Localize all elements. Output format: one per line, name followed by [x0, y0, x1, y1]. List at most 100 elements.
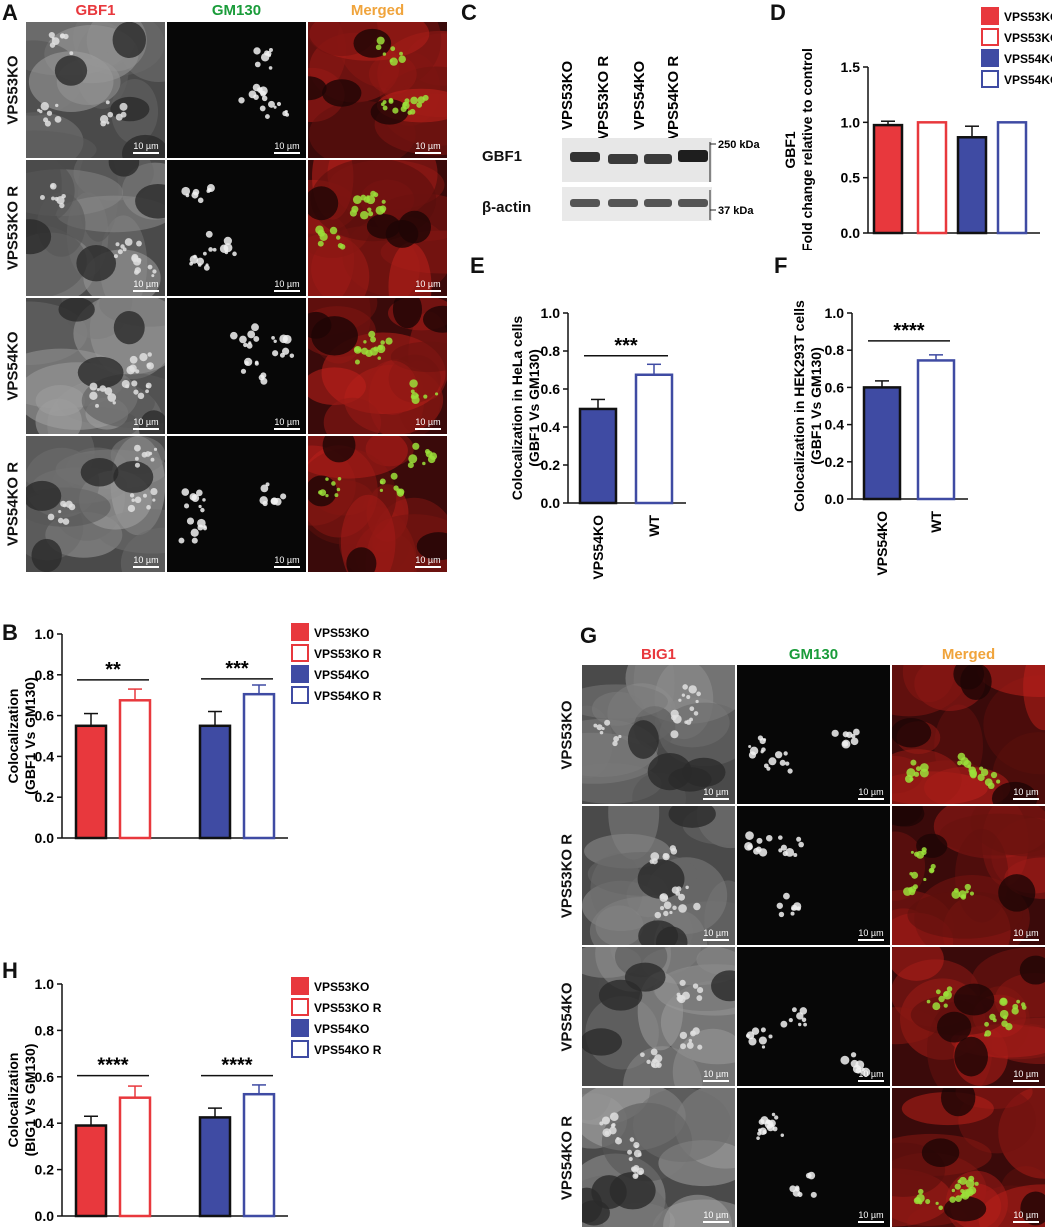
scale-bar: 10 µm: [858, 787, 884, 800]
row-label: VPS54KO: [558, 981, 576, 1052]
western-blot-svg: VPS53KO VPS53KO R VPS54KO VPS54KO R 250 …: [559, 56, 760, 221]
legend-label: VPS54KO R: [314, 1043, 382, 1057]
y-axis-label: Colocalization: [5, 1053, 21, 1148]
row-label: VPS54KO: [4, 331, 22, 401]
bar: [242, 692, 276, 840]
micrograph-image: 10 µm: [308, 160, 447, 296]
micrograph-image: 10 µm: [167, 298, 306, 434]
micrograph-texture: [167, 298, 306, 434]
micrograph-image: 10 µm: [308, 436, 447, 572]
legend-label: VPS53KO R: [314, 1001, 382, 1015]
micrograph-image: 10 µm: [26, 436, 165, 572]
micrograph-image: 10 µm: [26, 22, 165, 158]
bar: [996, 121, 1028, 235]
panel-letter-h: H: [2, 958, 18, 983]
channel-label: GM130: [788, 646, 839, 663]
y-axis-label: Colocalization in HeLa cells: [509, 316, 525, 501]
scale-bar: 10 µm: [415, 555, 441, 568]
legend-label: VPS53KO: [314, 980, 369, 994]
legend-swatch: [981, 70, 999, 88]
legend-swatch: [981, 7, 999, 25]
legend-swatch: [291, 977, 309, 995]
legend-label: VPS53KO: [314, 626, 369, 640]
micrograph-image: 10 µm: [892, 1088, 1045, 1227]
scale-bar: 10 µm: [703, 1069, 729, 1082]
y-tick-label: 0.6: [825, 379, 845, 395]
legend-swatch: [291, 665, 309, 683]
marker-250-label: 250 kDa: [718, 139, 760, 151]
y-axis-label: Colocalization in HEK293T cells: [791, 300, 807, 512]
panel-letter-g: G: [580, 623, 598, 648]
micrograph-texture: [308, 436, 447, 572]
bar: [118, 1096, 152, 1218]
scale-bar: 10 µm: [415, 141, 441, 154]
y-tick-label: 0.0: [841, 225, 861, 241]
legend-label: VPS53KO R: [314, 647, 382, 661]
micrograph-image: 10 µm: [26, 298, 165, 434]
legend-label: VPS54KO: [314, 1022, 369, 1036]
y-tick-label: 0.8: [825, 342, 845, 358]
y-tick-label: 0.2: [541, 457, 561, 473]
actin-blot-label: β-actin: [482, 199, 532, 216]
legend-label: VPS53KO: [1004, 10, 1052, 24]
significance-label: ****: [97, 1055, 128, 1077]
scale-bar: 10 µm: [274, 141, 300, 154]
micrograph-texture: [26, 436, 165, 572]
chart-e: 0.0 0.2 0.4 0.6 0.8 1.0 Colocalization in HeLa…: [509, 305, 686, 580]
bar: [956, 136, 988, 235]
scale-bar: 10 µm: [1013, 1210, 1039, 1223]
y-tick-label: 0.6: [35, 1069, 55, 1085]
scale-bar: 10 µm: [133, 279, 159, 292]
y-tick-label: 0.6: [541, 381, 561, 397]
scale-bar: 10 µm: [1013, 1069, 1039, 1082]
channel-label: GBF1: [75, 2, 116, 19]
micrograph-image: 10 µm: [26, 160, 165, 296]
micrograph-texture: [737, 1088, 890, 1227]
bar: [118, 699, 152, 840]
significance-label: **: [105, 659, 121, 681]
blot-band: [678, 150, 708, 162]
micrograph-texture: [892, 947, 1045, 1086]
bar: [198, 1116, 232, 1218]
micrograph-texture: [308, 160, 447, 296]
micrograph-texture: [582, 665, 735, 804]
significance-label: ***: [614, 335, 638, 357]
bar: [862, 386, 902, 501]
blot-band: [608, 154, 638, 164]
chart-f: 0.0 0.2 0.4 0.6 0.8 1.0 Colocalization in HEK2…: [791, 300, 968, 576]
row-label: VPS53KO R: [558, 833, 576, 918]
chart-b: 0.0 0.2 0.4 0.6 0.8 1.0 Colocalization (GBF1 Vs…: [5, 623, 382, 846]
bar: [578, 407, 618, 505]
legend-label: VPS54KO: [1004, 52, 1052, 66]
y-axis-label: (GBF1 Vs GM130): [526, 349, 542, 466]
bar: [634, 373, 674, 505]
y-tick-label: 0.4: [35, 748, 55, 764]
scale-bar: 10 µm: [274, 555, 300, 568]
y-tick-label: 0.4: [825, 417, 845, 433]
micrograph-texture: [737, 947, 890, 1086]
y-tick-label: 0.8: [541, 343, 561, 359]
micrograph-texture: [582, 1088, 735, 1227]
legend-label: VPS53KO R: [1004, 31, 1052, 45]
channel-label: BIG1: [640, 646, 676, 663]
panel-letter-a: A: [2, 0, 18, 25]
micrograph-texture: [892, 1088, 1045, 1227]
blot-band: [644, 199, 672, 207]
legend-swatch: [981, 49, 999, 67]
x-tick-label: WT: [646, 515, 662, 537]
y-tick-label: 1.0: [541, 305, 561, 321]
scale-bar: 10 µm: [133, 555, 159, 568]
row-label: VPS53KO: [4, 55, 22, 125]
y-tick-label: 0.4: [35, 1115, 55, 1131]
x-tick-label: WT: [928, 511, 944, 533]
panel-letter-b: B: [2, 620, 18, 645]
y-axis-label: (GBF1 Vs GM130): [808, 347, 824, 464]
legend-swatch: [981, 28, 999, 46]
y-tick-label: 1.0: [35, 626, 55, 642]
y-tick-label: 0.0: [35, 1208, 55, 1224]
micrograph-image: 10 µm: [737, 665, 890, 804]
legend-swatch: [291, 998, 309, 1016]
blot-lane-label: VPS54KO R: [665, 56, 682, 140]
micrograph-texture: [26, 298, 165, 434]
micrograph-image: 10 µm: [737, 806, 890, 945]
